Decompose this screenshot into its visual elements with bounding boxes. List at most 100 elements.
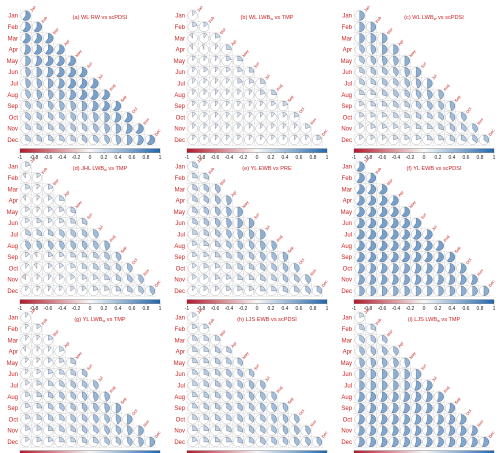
pie-mark bbox=[36, 335, 41, 341]
pie-mark bbox=[59, 285, 63, 292]
pie-mark bbox=[427, 134, 433, 141]
diag-label: Aug bbox=[108, 234, 116, 243]
pie-mark bbox=[380, 391, 388, 402]
pie-mark bbox=[93, 380, 99, 390]
pie-mark bbox=[425, 380, 433, 391]
pie-mark bbox=[215, 335, 221, 341]
diag-label: Dec bbox=[320, 128, 328, 137]
pie-mark bbox=[403, 414, 410, 425]
row-label: Nov bbox=[341, 278, 352, 284]
pie-mark bbox=[437, 391, 444, 402]
pie-mark bbox=[59, 346, 65, 352]
colorbar-tick-label: 0 bbox=[89, 155, 92, 161]
pie-mark bbox=[93, 414, 99, 424]
row-label: Feb bbox=[8, 25, 19, 31]
pie-mark bbox=[370, 335, 376, 344]
colorbar-tick-label: -0.8 bbox=[30, 306, 39, 312]
pie-mark bbox=[271, 134, 275, 141]
row-label: Nov bbox=[7, 429, 18, 435]
pie-mark bbox=[104, 240, 110, 251]
pie-mark bbox=[435, 240, 444, 251]
cell-border bbox=[144, 436, 156, 448]
pie-mark bbox=[59, 240, 65, 250]
pie-mark bbox=[260, 112, 264, 118]
pie-mark bbox=[459, 436, 467, 447]
pie-mark bbox=[226, 436, 232, 443]
pie-mark bbox=[416, 67, 422, 78]
pie-mark bbox=[379, 206, 388, 217]
pie-mark bbox=[56, 67, 65, 78]
pie-mark bbox=[203, 89, 208, 96]
pie-mark bbox=[416, 123, 422, 129]
row-label: May bbox=[341, 210, 352, 216]
pie-mark bbox=[192, 425, 198, 431]
pie-mark bbox=[367, 184, 376, 195]
pie-mark bbox=[470, 425, 478, 436]
pie-mark bbox=[356, 240, 365, 251]
pie-mark bbox=[237, 134, 241, 141]
pie-mark bbox=[124, 112, 133, 123]
pie-mark bbox=[215, 67, 219, 73]
pie-mark bbox=[359, 285, 365, 296]
pie-mark bbox=[215, 380, 221, 388]
pie-mark bbox=[437, 425, 444, 436]
diag-label: Feb bbox=[40, 166, 48, 175]
pie-mark bbox=[382, 285, 388, 296]
pie-mark bbox=[114, 112, 122, 123]
pie-mark bbox=[401, 252, 410, 263]
pie-mark bbox=[435, 252, 444, 263]
diag-label: Jan bbox=[196, 306, 204, 314]
pie-mark bbox=[382, 357, 388, 368]
diag-label: Dec bbox=[487, 128, 495, 137]
row-label: Jan bbox=[342, 165, 352, 171]
pie-mark bbox=[59, 263, 64, 269]
pie-mark bbox=[393, 55, 399, 66]
pie-mark bbox=[425, 403, 433, 414]
pie-mark bbox=[48, 436, 54, 443]
row-label: Sep bbox=[174, 104, 185, 110]
pie-mark bbox=[391, 414, 399, 425]
colorbar-tick-label: 0.2 bbox=[268, 306, 275, 312]
panel-d: (d) JHL LWBw vs TMPJanFebMarAprMayJunJul… bbox=[7, 155, 162, 312]
panel-title: (g) YL LWBw vs TMP bbox=[74, 317, 126, 323]
pie-mark bbox=[36, 403, 42, 409]
pie-mark bbox=[427, 78, 433, 89]
pie-mark bbox=[226, 240, 232, 249]
row-label: Mar bbox=[175, 187, 185, 193]
pie-mark bbox=[226, 380, 232, 389]
diag-label: Aug bbox=[108, 385, 116, 394]
row-label: Oct bbox=[176, 417, 186, 423]
pie-mark bbox=[203, 391, 209, 399]
row-label: Mar bbox=[342, 338, 352, 344]
pie-mark bbox=[70, 425, 76, 433]
pie-mark bbox=[112, 101, 122, 112]
pie-mark bbox=[393, 44, 399, 55]
pie-mark bbox=[25, 252, 30, 258]
pie-mark bbox=[25, 335, 29, 341]
pie-mark bbox=[271, 112, 275, 118]
diag-label: Mar bbox=[219, 26, 227, 35]
diag-label: Mar bbox=[52, 26, 60, 35]
diag-label: Dec bbox=[487, 279, 495, 288]
row-label: May bbox=[7, 59, 18, 65]
pie-mark bbox=[59, 425, 65, 433]
pie-mark bbox=[260, 252, 266, 262]
panel-e: (e) YL EWB vs PREJanFebMarAprMayJunJulAu… bbox=[174, 155, 329, 312]
pie-mark bbox=[359, 112, 365, 118]
pie-mark bbox=[59, 436, 65, 443]
pie-mark bbox=[104, 414, 110, 424]
colorbar-tick-label: 0.8 bbox=[143, 155, 150, 161]
pie-mark bbox=[356, 195, 365, 206]
pie-mark bbox=[359, 369, 365, 380]
colorbar-tick-label: -0.2 bbox=[72, 306, 81, 312]
pie-mark bbox=[226, 285, 232, 292]
pie-mark bbox=[82, 252, 88, 258]
pie-mark bbox=[25, 263, 29, 269]
colorbar-tick-label: -1 bbox=[352, 155, 357, 161]
diag-label: Sep bbox=[453, 245, 462, 254]
colorbar-tick-label: 0.2 bbox=[101, 306, 108, 312]
pie-mark bbox=[82, 391, 88, 401]
pie-mark bbox=[370, 89, 376, 95]
pie-mark bbox=[33, 252, 38, 258]
pie-mark bbox=[192, 323, 198, 330]
